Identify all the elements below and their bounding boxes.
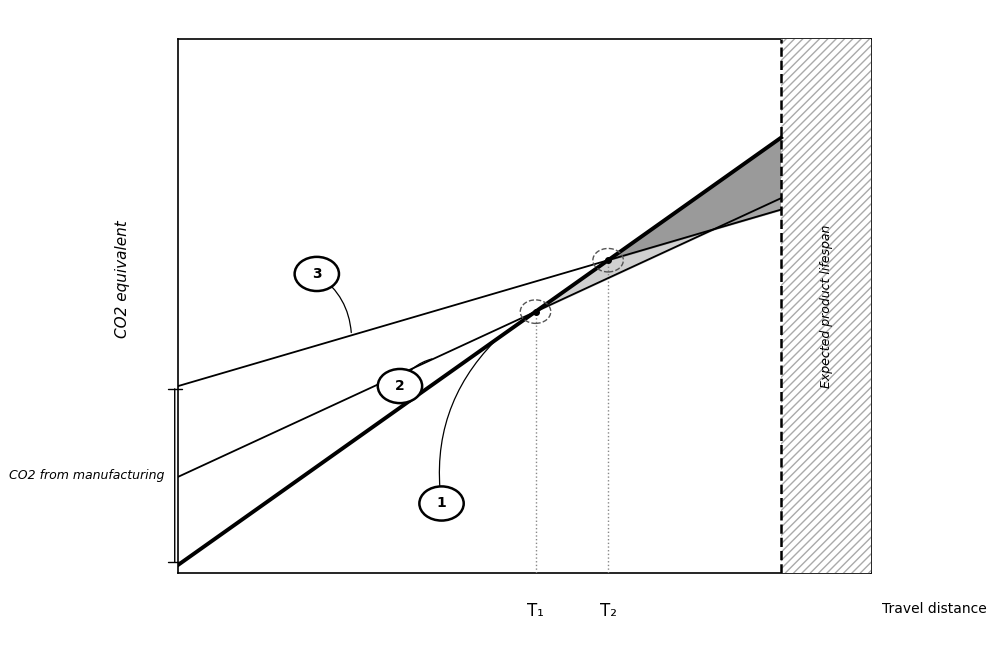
Text: 2: 2 bbox=[395, 379, 405, 393]
Circle shape bbox=[420, 486, 463, 521]
Text: CO2 from manufacturing: CO2 from manufacturing bbox=[9, 469, 164, 482]
Text: Expected product lifespan: Expected product lifespan bbox=[820, 225, 833, 387]
Text: T₂: T₂ bbox=[600, 602, 617, 620]
Circle shape bbox=[378, 369, 422, 403]
Text: 3: 3 bbox=[312, 267, 322, 281]
Text: CO2 equivalent: CO2 equivalent bbox=[115, 221, 131, 338]
Circle shape bbox=[295, 257, 339, 291]
Text: Travel distance: Travel distance bbox=[882, 602, 986, 616]
Bar bbox=[781, 39, 871, 573]
Text: 1: 1 bbox=[437, 497, 446, 510]
Text: T₁: T₁ bbox=[527, 602, 544, 620]
